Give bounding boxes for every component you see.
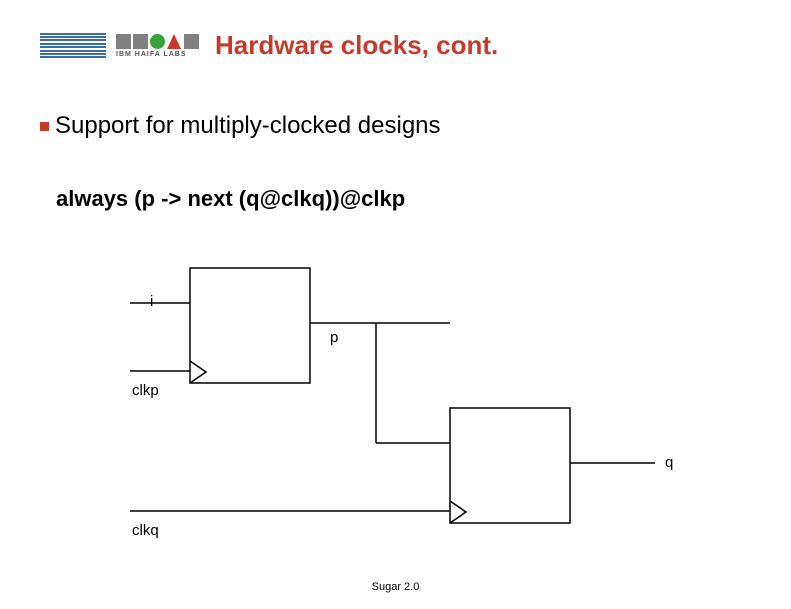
label-clkq: clkq <box>132 522 159 539</box>
code-p: p <box>142 186 155 211</box>
code-mid1: -> next ( <box>155 186 246 211</box>
code-pre: always ( <box>56 186 142 211</box>
code-q: q <box>246 186 259 211</box>
haifa-labs-text: IBM HAIFA LABS <box>116 51 199 58</box>
label-p: p <box>330 329 338 346</box>
slide-title: Hardware clocks, cont. <box>215 30 498 61</box>
label-q: q <box>665 454 673 471</box>
bullet-icon <box>40 122 49 131</box>
bullet-row: Support for multiply-clocked designs <box>40 112 441 140</box>
haifa-labs-logo-icon: IBM HAIFA LABS <box>116 34 199 58</box>
bullet-text: Support for multiply-clocked designs <box>55 112 441 140</box>
ibm-logo-icon <box>40 33 106 59</box>
slide-footer: Sugar 2.0 <box>0 581 791 593</box>
label-clkp: clkp <box>132 382 159 399</box>
clock-diagram: i p q clkp clkq <box>90 258 670 558</box>
code-expression: always (p -> next (q@clkq))@clkp <box>56 186 405 212</box>
diagram-svg <box>90 258 670 558</box>
label-i: i <box>150 293 153 310</box>
slide-header: IBM HAIFA LABS Hardware clocks, cont. <box>40 30 771 61</box>
code-mid2: @clkq))@clkp <box>260 186 406 211</box>
